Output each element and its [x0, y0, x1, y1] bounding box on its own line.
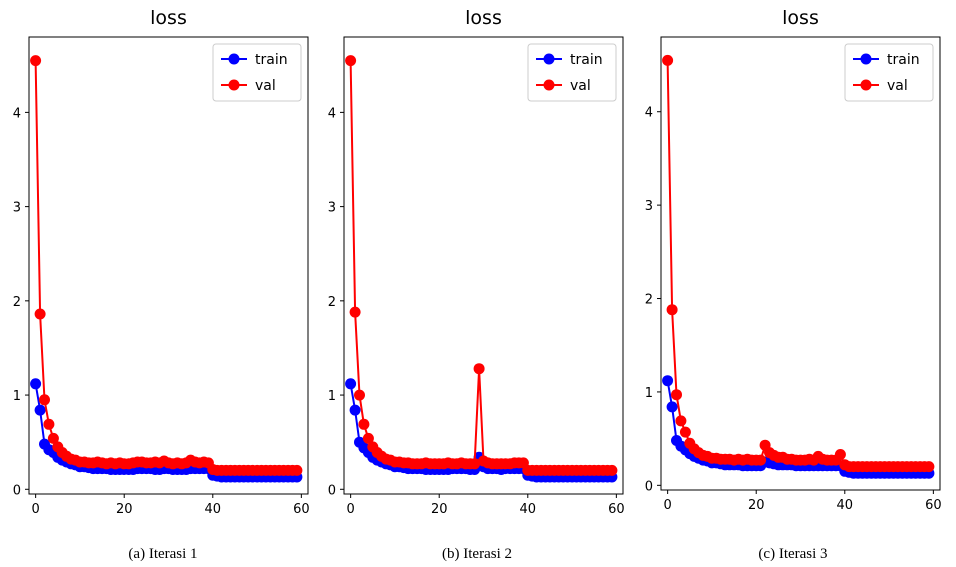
data-point-train	[662, 375, 674, 387]
legend-label-train: train	[887, 52, 920, 68]
x-tick-label: 0	[32, 502, 40, 517]
axes-frame	[28, 36, 309, 495]
y-tick-label: 0	[13, 483, 21, 498]
data-point-val	[362, 432, 374, 444]
x-tick-label: 0	[347, 502, 355, 517]
series-line-val	[349, 60, 612, 472]
y-tick-label: 0	[645, 479, 653, 494]
chart-panel-2: loss 0 20 40 60 0 1 2 3 4 train val (b) Iterasi 2	[328, 7, 625, 562]
legend-marker-train	[543, 53, 555, 65]
axes-frame	[660, 36, 941, 491]
legend-marker-val	[860, 79, 872, 91]
data-point-val	[606, 464, 618, 476]
x-tick-label: 60	[925, 498, 942, 513]
y-tick-label: 4	[328, 106, 336, 121]
data-point-train	[666, 401, 678, 413]
panel-caption: (a) Iterasi 1	[128, 546, 197, 562]
data-point-val	[47, 432, 59, 444]
x-tick-label: 40	[837, 498, 854, 513]
y-tick-label: 4	[645, 106, 653, 121]
data-point-val	[834, 449, 846, 460]
chart-title: loss	[465, 7, 502, 29]
data-point-val	[473, 363, 485, 375]
data-point-val	[923, 461, 935, 473]
legend-label-val: val	[887, 78, 908, 94]
x-tick-label: 0	[664, 498, 672, 513]
axes-frame	[343, 36, 624, 495]
data-point-val	[675, 415, 687, 427]
legend-label-val: val	[570, 78, 591, 94]
legend-label-train: train	[255, 52, 288, 68]
legend-label-train: train	[570, 52, 603, 68]
data-point-val	[30, 55, 42, 67]
y-tick-label: 2	[328, 295, 336, 310]
data-point-val	[345, 55, 357, 67]
data-point-val	[662, 54, 674, 66]
data-point-val	[679, 426, 691, 438]
data-point-val	[755, 454, 767, 466]
data-point-train	[34, 404, 46, 416]
data-point-val	[39, 394, 50, 406]
data-point-val	[358, 418, 370, 430]
data-point-val	[43, 418, 55, 430]
data-point-val	[671, 389, 682, 401]
panel-caption: (c) Iterasi 3	[758, 546, 827, 562]
chart-panel-1: loss 0 20 40 60 0 1 2 3 4 train val (a) Iterasi 1	[13, 7, 310, 562]
data-point-train	[345, 378, 357, 390]
data-point-val	[666, 304, 678, 316]
y-tick-label: 4	[13, 106, 21, 121]
data-point-val	[291, 464, 303, 476]
legend-marker-val	[228, 79, 240, 91]
x-tick-label: 60	[293, 502, 310, 517]
data-point-train	[30, 378, 42, 390]
y-tick-label: 1	[13, 389, 21, 404]
legend-marker-val	[543, 79, 555, 91]
y-tick-label: 1	[328, 389, 336, 404]
y-tick-label: 3	[328, 201, 336, 216]
x-tick-label: 40	[205, 502, 222, 517]
legend-label-val: val	[255, 78, 276, 94]
data-point-val	[349, 306, 361, 318]
chart-panel-3: loss 0 20 40 60 0 1 2 3 4 train val (c) Iterasi 3	[645, 7, 942, 562]
series-line-val	[666, 60, 929, 468]
y-tick-label: 3	[13, 201, 21, 216]
chart-title: loss	[150, 7, 187, 29]
x-tick-label: 20	[748, 498, 765, 513]
y-tick-label: 0	[328, 483, 336, 498]
panel-caption: (b) Iterasi 2	[442, 546, 512, 562]
legend: train val	[844, 43, 934, 102]
data-point-val	[469, 458, 481, 470]
y-tick-label: 2	[645, 293, 653, 308]
x-tick-label: 40	[520, 502, 537, 517]
legend: train val	[212, 43, 302, 102]
x-tick-label: 20	[116, 502, 133, 517]
y-tick-label: 2	[13, 295, 21, 310]
chart-title: loss	[782, 7, 819, 29]
x-tick-label: 20	[431, 502, 448, 517]
legend-marker-train	[860, 53, 872, 65]
data-point-val	[354, 389, 365, 401]
x-tick-label: 60	[608, 502, 625, 517]
data-point-train	[349, 404, 361, 416]
y-tick-label: 3	[645, 199, 653, 214]
legend: train val	[527, 43, 617, 102]
series-line-val	[34, 60, 297, 472]
data-point-val	[34, 308, 46, 320]
legend-marker-train	[228, 53, 240, 65]
y-tick-label: 1	[645, 386, 653, 401]
